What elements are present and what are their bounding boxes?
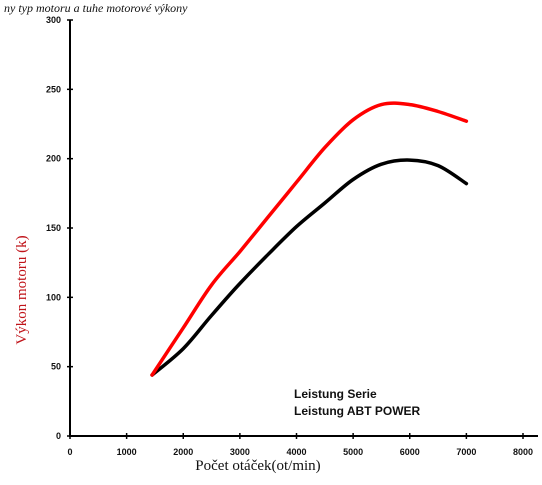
y-ticks: 0 50 100 150 200 250 300 <box>46 15 73 441</box>
x-tick-label: 0 <box>67 447 72 457</box>
series-lines <box>150 101 469 377</box>
y-axis-label: Výkon motoru (k) <box>14 235 30 344</box>
y-tick-label: 100 <box>46 292 61 302</box>
legend-entry-abt-power: Leistung ABT POWER <box>294 404 421 418</box>
x-tick-label: 8000 <box>513 447 533 457</box>
y-tick-label: 250 <box>46 84 61 94</box>
top-caption: ny typ motoru a tuhe motorové výkony <box>4 1 188 15</box>
axes <box>69 20 538 437</box>
x-tick-label: 1000 <box>117 447 137 457</box>
x-axis-label: Počet otáček(ot/min) <box>195 458 320 474</box>
series-line-abt-power <box>150 101 469 377</box>
y-tick-label: 150 <box>46 223 61 233</box>
x-ticks: 0 1000 2000 3000 4000 5000 6000 7000 8000 <box>67 433 533 457</box>
x-tick-label: 3000 <box>230 447 250 457</box>
x-tick-label: 4000 <box>286 447 306 457</box>
series-line-serie <box>150 158 469 377</box>
x-tick-label: 5000 <box>343 447 363 457</box>
x-tick-label: 2000 <box>173 447 193 457</box>
x-tick-label: 7000 <box>456 447 476 457</box>
y-tick-label: 200 <box>46 154 61 164</box>
y-tick-label: 300 <box>46 15 61 25</box>
y-tick-label: 50 <box>51 362 61 372</box>
x-tick-label: 6000 <box>400 447 420 457</box>
legend-entry-serie: Leistung Serie <box>294 387 377 401</box>
y-tick-label: 0 <box>56 431 61 441</box>
